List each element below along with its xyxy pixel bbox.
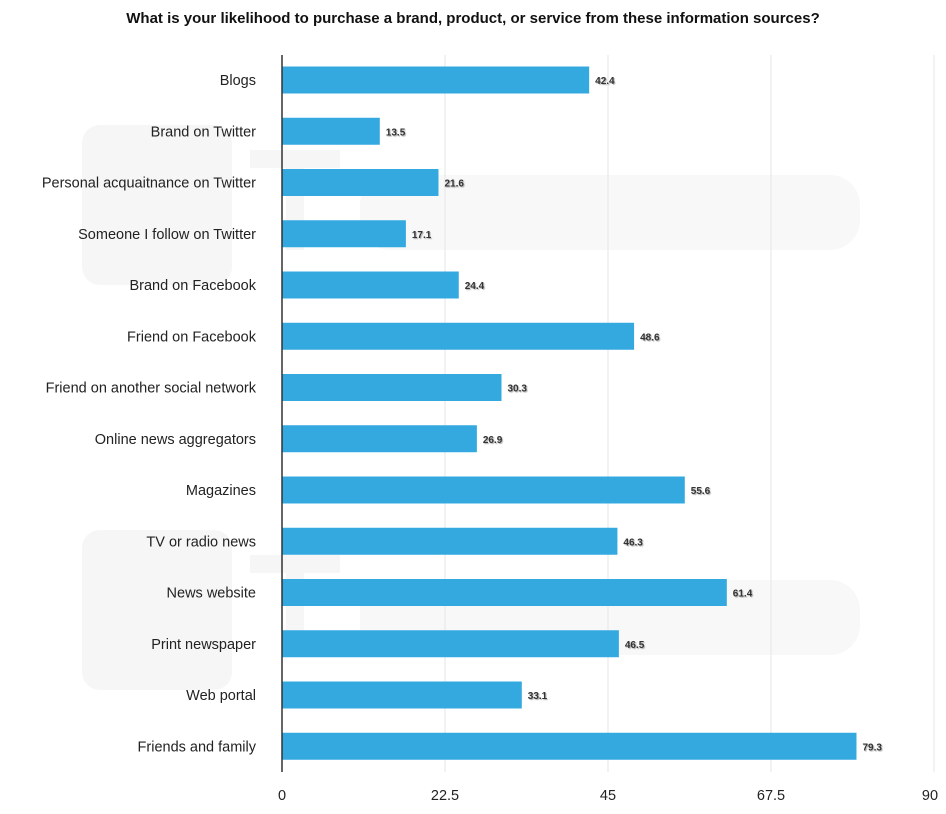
bar <box>282 220 406 248</box>
bar <box>282 732 857 760</box>
chart-title: What is your likelihood to purchase a br… <box>126 10 820 27</box>
category-label: Friend on another social network <box>46 381 257 397</box>
category-label: Friend on Facebook <box>127 329 257 345</box>
x-tick-label: 67.5 <box>757 788 785 804</box>
category-label: Print newspaper <box>151 637 256 653</box>
category-label: Online news aggregators <box>95 432 256 448</box>
bar <box>282 374 502 401</box>
watermark-logo-icon <box>82 530 232 690</box>
bar <box>282 117 380 145</box>
x-tick-label: 45 <box>600 788 616 804</box>
data-label: 30.3 <box>508 384 528 395</box>
data-label: 21.6 <box>444 179 464 190</box>
data-label: 17.1 <box>412 230 432 241</box>
watermark-logo-icon <box>82 125 232 285</box>
bar <box>282 579 727 606</box>
category-label: Someone I follow on Twitter <box>78 227 256 243</box>
data-label: 79.3 <box>862 742 882 753</box>
category-label: Brand on Twitter <box>151 124 256 140</box>
bar <box>282 681 522 709</box>
watermark-logo-shape <box>360 175 860 250</box>
category-label: Blogs <box>220 73 256 89</box>
category-label: Web portal <box>186 688 256 704</box>
data-label: 42.4 <box>595 76 615 87</box>
bar <box>282 66 590 94</box>
bar <box>282 271 459 299</box>
category-label: Magazines <box>186 483 256 499</box>
category-label: TV or radio news <box>146 534 256 550</box>
x-tick-label: 0 <box>278 788 286 804</box>
bar <box>282 630 619 658</box>
data-label: 46.5 <box>625 640 645 651</box>
data-label: 33.1 <box>528 691 548 702</box>
bar <box>282 425 477 453</box>
category-label: Friends and family <box>138 739 257 755</box>
bar <box>282 527 618 555</box>
x-tick-label: 90 <box>922 788 938 804</box>
data-label: 13.5 <box>386 127 406 138</box>
bar <box>282 169 439 196</box>
data-label: 24.4 <box>465 281 485 292</box>
bar <box>282 322 635 350</box>
data-label: 61.4 <box>733 589 753 600</box>
category-label: News website <box>167 586 256 602</box>
category-label: Personal acquaitnance on Twitter <box>42 176 256 192</box>
data-label: 55.6 <box>691 486 711 497</box>
data-label: 46.3 <box>623 537 643 548</box>
category-label: Brand on Facebook <box>129 278 256 294</box>
data-label: 48.6 <box>640 332 660 343</box>
bar <box>282 476 685 504</box>
x-tick-label: 22.5 <box>431 788 459 804</box>
data-label: 26.9 <box>483 435 503 446</box>
